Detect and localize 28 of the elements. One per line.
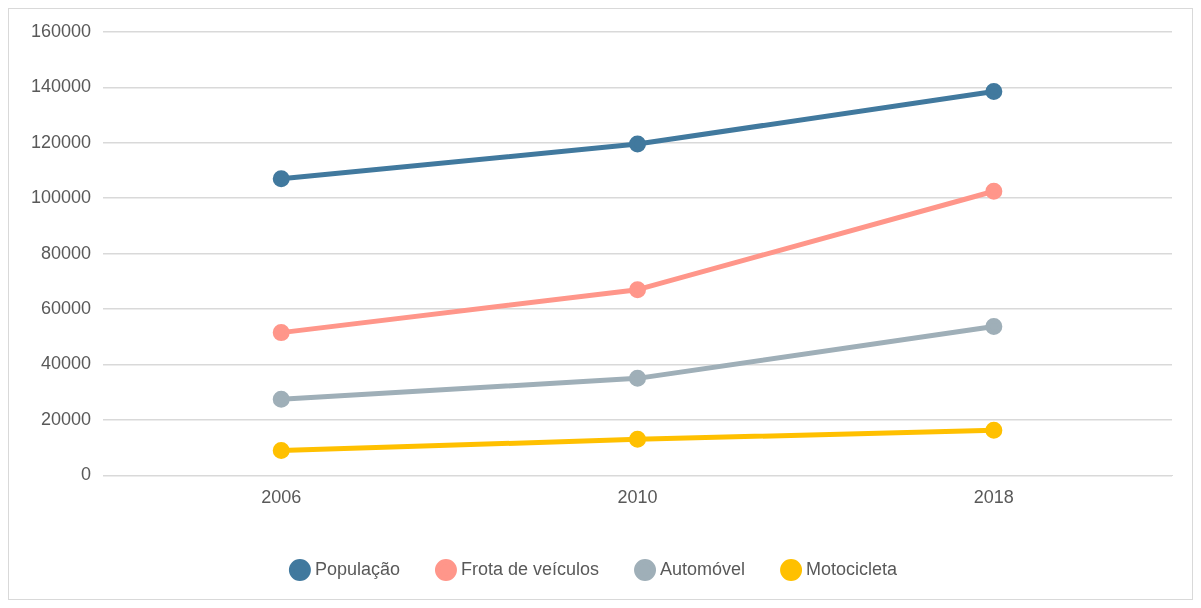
y-tick-label: 80000	[41, 242, 92, 263]
point	[629, 281, 647, 299]
point	[272, 324, 290, 342]
point	[629, 135, 647, 153]
y-tick-label: 120000	[30, 131, 92, 152]
y-tick-label: 100000	[30, 187, 92, 208]
point	[985, 318, 1003, 336]
x-tick-label: 2006	[261, 487, 302, 508]
x-tick-label: 2010	[617, 487, 658, 508]
y-tick-label: 0	[81, 464, 92, 485]
point	[629, 430, 647, 448]
y-tick-label: 60000	[41, 298, 92, 319]
y-tick-label: 20000	[41, 408, 92, 429]
x-tick-label: 2018	[973, 487, 1014, 508]
point	[272, 390, 290, 408]
legend-label: Motocicleta	[806, 558, 899, 579]
y-tick-label: 140000	[30, 76, 92, 97]
y-tick-label: 160000	[30, 20, 92, 41]
point	[985, 182, 1003, 200]
point	[272, 441, 290, 459]
legend-label: Automóvel	[660, 558, 746, 579]
point	[629, 369, 647, 387]
point	[985, 421, 1003, 439]
point	[985, 82, 1003, 100]
legend-label: Frota de veículos	[460, 558, 600, 579]
point	[272, 170, 290, 188]
legend-label: População	[314, 558, 400, 579]
y-tick-label: 40000	[41, 353, 92, 374]
